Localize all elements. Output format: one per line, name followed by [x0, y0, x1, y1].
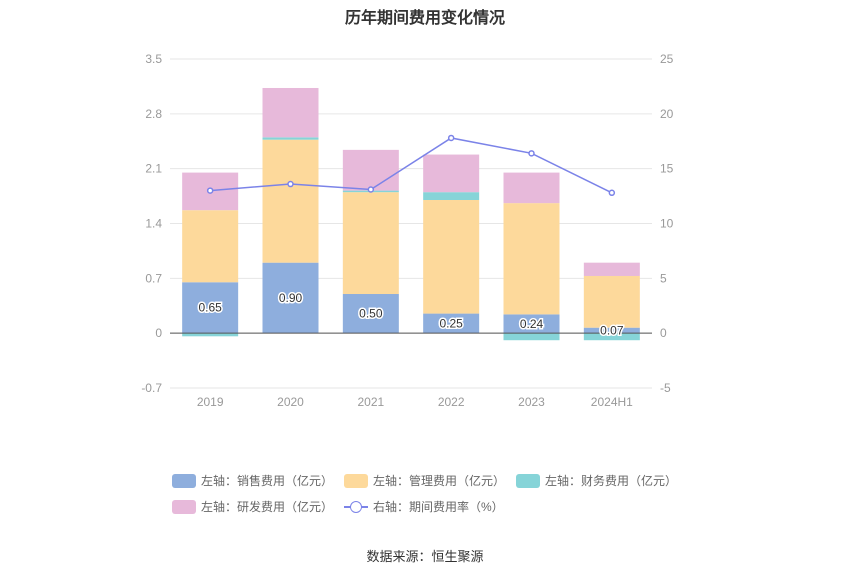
- right-axis-tick-label: 25: [660, 52, 674, 66]
- left-axis-tick-label: 1.4: [145, 217, 162, 231]
- left-axis-tick-label: 0: [155, 326, 162, 340]
- left-axis-tick-label: 2.1: [145, 162, 162, 176]
- legend-swatch-sales: [172, 473, 196, 488]
- right-axis-tick-label: 20: [660, 107, 674, 121]
- right-axis-tick-label: -5: [660, 381, 671, 395]
- data-label-sales: 0.07: [600, 323, 624, 337]
- right-axis-tick-label: 0: [660, 326, 667, 340]
- right-axis-tick-label: 10: [660, 217, 674, 231]
- legend-label-mgmt: 左轴：管理费用（亿元）: [373, 474, 506, 488]
- legend-label-rnd: 左轴：研发费用（亿元）: [201, 500, 334, 514]
- rate-point: [528, 150, 535, 157]
- bar-sales: [342, 294, 399, 334]
- legend-label-finance: 左轴：财务费用（亿元）: [545, 474, 678, 488]
- bar-sales: [503, 314, 560, 334]
- data-label-sales: 0.24: [520, 317, 544, 331]
- bar-mgmt: [182, 210, 239, 283]
- legend-item-finance[interactable]: 左轴：财务费用（亿元）: [516, 472, 677, 489]
- rate-line: [210, 137, 613, 194]
- bar-mgmt: [342, 192, 399, 294]
- bar-rnd: [262, 87, 319, 138]
- x-axis-tick-label: 2020: [277, 395, 304, 409]
- bar-finance: [583, 333, 640, 341]
- bar-finance: [503, 333, 560, 341]
- legend-item-sales[interactable]: 左轴：销售费用（亿元）: [172, 472, 333, 489]
- data-label-sales: 0.50: [359, 307, 383, 321]
- bar-rnd: [342, 149, 399, 191]
- data-label-sales: 0.25: [439, 316, 463, 330]
- bar-finance: [182, 333, 239, 337]
- chart-plot: -0.7 0 0.7 1.4 2.1 2.8 3.5 -5 0 5 10 15 20 25 2019 2020…: [141, 52, 674, 409]
- x-axis-tick-label: 2021: [357, 395, 384, 409]
- bar-sales: [262, 262, 319, 334]
- left-axis-tick-label: 2.8: [145, 107, 162, 121]
- rate-point: [367, 186, 375, 193]
- rate-point: [206, 187, 214, 194]
- bar-sales: [423, 313, 480, 334]
- bar-sales: [182, 282, 239, 334]
- legend-line-marker-icon: [344, 500, 368, 514]
- x-axis-tick-label: 2022: [438, 395, 465, 409]
- legend-item-rnd[interactable]: 左轴：研发费用（亿元）: [172, 498, 333, 515]
- right-axis-tick-label: 5: [660, 271, 667, 285]
- legend-swatch-mgmt: [344, 473, 368, 488]
- legend-swatch-finance: [516, 473, 540, 488]
- data-label-sales: 0.65: [198, 301, 222, 315]
- left-axis-tick-label: -0.7: [141, 381, 162, 395]
- bar-rnd: [503, 172, 560, 204]
- data-label-sales: 0.90: [279, 291, 303, 305]
- bar-sales: [583, 327, 640, 334]
- bar-mgmt: [262, 139, 319, 263]
- legend-label-rate: 右轴：期间费用率（%）: [373, 500, 504, 514]
- bar-rnd: [423, 154, 480, 193]
- legend-label-sales: 左轴：销售费用（亿元）: [201, 474, 334, 488]
- bar-mgmt: [423, 200, 480, 314]
- bar-mgmt: [583, 275, 640, 328]
- right-axis-tick-label: 15: [660, 162, 674, 176]
- x-axis-tick-label: 2019: [197, 395, 224, 409]
- bar-rnd: [583, 262, 640, 276]
- x-axis-tick-label: 2024H1: [591, 395, 633, 409]
- bar-finance: [423, 192, 480, 200]
- bar-mgmt: [503, 203, 560, 315]
- left-axis-tick-label: 0.7: [145, 271, 162, 285]
- data-source-note: 数据来源：恒生聚源: [366, 549, 484, 564]
- left-axis-tick-label: 3.5: [145, 52, 162, 66]
- legend-swatch-rnd: [172, 499, 196, 514]
- chart-title: 历年期间费用变化情况: [344, 10, 505, 27]
- x-axis-tick-label: 2023: [518, 395, 545, 409]
- bar-finance: [262, 137, 319, 140]
- rate-point: [447, 134, 455, 142]
- rate-point: [287, 180, 294, 188]
- rate-point: [608, 189, 616, 197]
- legend-item-rate[interactable]: 右轴：期间费用率（%）: [344, 498, 504, 515]
- legend-item-mgmt[interactable]: 左轴：管理费用（亿元）: [344, 472, 505, 489]
